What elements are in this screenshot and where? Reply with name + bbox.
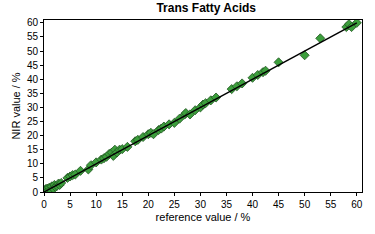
svg-text:15: 15 [27,144,39,155]
svg-text:60: 60 [27,17,39,28]
svg-text:25: 25 [169,199,181,210]
svg-text:20: 20 [27,130,39,141]
svg-text:20: 20 [143,199,155,210]
svg-text:40: 40 [27,74,39,85]
svg-text:25: 25 [27,116,39,127]
svg-text:NIR value / %: NIR value / % [10,72,22,139]
svg-text:Trans Fatty Acids: Trans Fatty Acids [156,1,256,15]
svg-text:55: 55 [325,199,337,210]
svg-text:15: 15 [117,199,129,210]
svg-text:0: 0 [41,199,47,210]
svg-text:10: 10 [91,199,103,210]
svg-text:50: 50 [299,199,311,210]
svg-text:10: 10 [27,158,39,169]
svg-text:40: 40 [247,199,259,210]
svg-text:5: 5 [67,199,73,210]
svg-text:5: 5 [32,172,38,183]
svg-text:35: 35 [221,199,233,210]
svg-text:reference value / %: reference value / % [156,211,251,223]
svg-text:0: 0 [32,187,38,198]
svg-text:45: 45 [27,60,39,71]
svg-text:60: 60 [351,199,363,210]
svg-text:35: 35 [27,88,39,99]
svg-text:45: 45 [273,199,285,210]
svg-text:30: 30 [195,199,207,210]
svg-text:50: 50 [27,46,39,57]
svg-text:55: 55 [27,31,39,42]
svg-text:30: 30 [27,102,39,113]
